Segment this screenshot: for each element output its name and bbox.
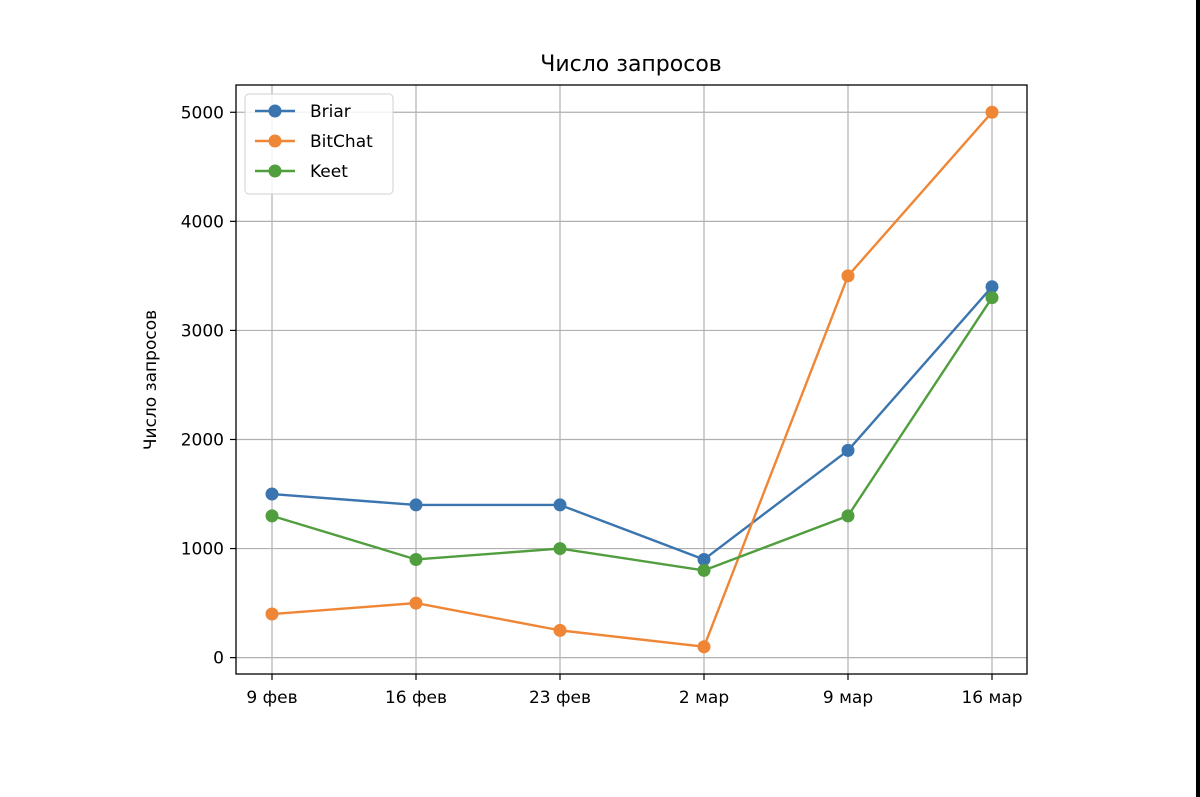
legend-label-briar: Briar — [310, 102, 351, 122]
x-tick-label: 9 фев — [246, 688, 297, 708]
legend-item-briar: Briar — [255, 102, 351, 122]
data-point-briar — [841, 443, 855, 457]
x-tick-label: 2 мар — [679, 688, 729, 708]
data-point-bitchat — [409, 596, 423, 610]
series-keet — [265, 291, 999, 577]
data-point-briar — [409, 498, 423, 512]
y-tick-label: 0 — [213, 649, 224, 669]
x-tick-label: 23 фев — [529, 688, 591, 708]
data-point-keet — [553, 542, 567, 556]
y-tick-label: 2000 — [181, 430, 224, 450]
axis-ticks: 9 фев 16 фев 23 фев 2 мар 9 мар 16 мар 0 1000 20… — [181, 103, 1023, 708]
x-tick-label: 16 мар — [961, 688, 1022, 708]
legend-label-bitchat: BitChat — [310, 132, 373, 152]
data-point-keet — [697, 563, 711, 577]
legend-item-bitchat: BitChat — [255, 132, 373, 152]
plot-frame — [235, 84, 1028, 675]
data-point-keet — [985, 291, 999, 305]
y-tick-label: 4000 — [181, 212, 224, 232]
legend: Briar BitChat Keet — [244, 93, 394, 195]
series-bitchat — [265, 105, 999, 654]
data-point-keet — [409, 552, 423, 566]
legend-label-keet: Keet — [310, 162, 348, 182]
data-point-bitchat — [841, 269, 855, 283]
data-point-briar — [265, 487, 279, 501]
data-point-bitchat — [697, 640, 711, 654]
chart-title: Число запросов — [540, 52, 722, 77]
data-point-briar — [697, 552, 711, 566]
series-line-bitchat — [271, 111, 993, 648]
data-point-keet — [265, 509, 279, 523]
data-point-briar — [553, 498, 567, 512]
series-line-keet — [271, 297, 994, 572]
legend-marker-briar — [268, 104, 282, 118]
x-tick-label: 9 мар — [823, 688, 873, 708]
data-point-bitchat — [265, 607, 279, 621]
window-edge — [1196, 0, 1200, 797]
y-axis-label: Число запросов — [141, 310, 161, 450]
data-point-bitchat — [553, 623, 567, 637]
legend-box — [244, 93, 394, 195]
y-tick-label: 5000 — [181, 103, 224, 123]
data-point-bitchat — [985, 105, 999, 119]
y-tick-label: 1000 — [181, 540, 224, 560]
data-point-briar — [985, 280, 999, 294]
data-point-keet — [841, 509, 855, 523]
series-briar — [265, 280, 999, 566]
legend-item-keet: Keet — [255, 162, 348, 182]
x-tick-label: 16 фев — [385, 688, 447, 708]
series-line-briar — [271, 285, 993, 561]
y-tick-label: 3000 — [181, 321, 224, 341]
legend-marker-keet — [268, 164, 282, 178]
legend-marker-bitchat — [268, 134, 282, 148]
plot-series — [265, 105, 999, 654]
